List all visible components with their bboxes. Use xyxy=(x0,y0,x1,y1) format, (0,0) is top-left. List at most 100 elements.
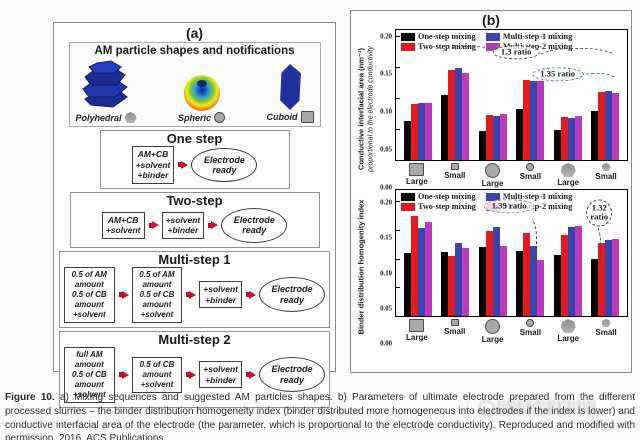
y-tick-label: 0.05 xyxy=(380,305,392,313)
chart-2-plot-col: 0.20 0.15 0.10 0.05 0.00 One-step mixing Two-… xyxy=(378,189,628,348)
y-tick-mark xyxy=(396,129,400,131)
bar-group xyxy=(516,30,545,160)
bar xyxy=(574,226,582,316)
flow-arrow-icon xyxy=(208,221,219,230)
bar xyxy=(537,80,545,160)
y-tick-label: 0.10 xyxy=(380,270,392,278)
bar-group xyxy=(516,190,545,316)
y-tick-mark xyxy=(396,287,400,289)
chart-1-yticks: 0.20 0.15 0.10 0.05 0.00 xyxy=(378,29,394,191)
x-tick-label: Small xyxy=(519,172,542,181)
flow-arrow-icon xyxy=(148,221,159,230)
flow-one-step: One step AM+CB +solvent +binder Electrode rea… xyxy=(99,130,290,189)
x-category: Small xyxy=(439,319,471,344)
bar xyxy=(492,226,500,316)
bar xyxy=(553,129,561,160)
legend-item: Multi-step-1 mixing xyxy=(485,32,573,41)
x-tick-label: Large xyxy=(557,178,580,187)
bar xyxy=(499,113,507,160)
legend-label: Multi-step-1 mixing xyxy=(502,192,573,201)
chart-2-bars xyxy=(396,190,627,316)
panel-a: (a) AM particle shapes and notifications xyxy=(53,22,336,408)
legend-swatch xyxy=(485,42,500,51)
x-tick-label: Large xyxy=(406,177,428,186)
flow-multi-step-1: Multi-step 1 0.5 of AM amount 0.5 of CB am… xyxy=(59,250,330,328)
chart-1-bars xyxy=(396,30,627,160)
legend-label: Multi-step-2 mixing xyxy=(502,42,573,51)
bar xyxy=(492,116,500,160)
square-marker-icon xyxy=(300,111,314,123)
y-tick-mark xyxy=(396,160,400,161)
flow-row: AM+CB +solvent +binder Electrode ready xyxy=(105,146,285,184)
legend-label: Multi-step-1 mixing xyxy=(502,32,573,41)
y-tick-mark xyxy=(396,36,400,38)
bar xyxy=(560,117,568,160)
flow-arrow-icon xyxy=(118,290,129,299)
bar-group xyxy=(553,30,582,160)
x-category: Large xyxy=(401,163,433,188)
bar xyxy=(523,80,531,160)
chart-2-legend: One-step mixing Two-step mixing Multi-step… xyxy=(401,192,572,211)
legend-swatch xyxy=(485,192,500,201)
legend-swatch xyxy=(485,32,500,41)
spheric-label-text: Spheric xyxy=(178,112,212,123)
polyhedral-label-text: Polyhedral xyxy=(75,112,122,123)
bar xyxy=(567,117,575,160)
x-category: Small xyxy=(514,319,546,344)
bar xyxy=(591,111,599,160)
bar xyxy=(462,247,470,316)
flow-step-box: +solvent +binder xyxy=(199,280,242,309)
bar xyxy=(612,238,620,316)
x-tick-label: Small xyxy=(595,172,617,181)
flow-title: Multi-step 1 xyxy=(158,251,231,267)
panel-b: (b) Conductive interfacial area (nm⁻¹) p… xyxy=(350,10,632,373)
bar xyxy=(417,228,425,316)
legend-swatch xyxy=(401,192,415,201)
square-sm-icon xyxy=(450,163,459,170)
y-tick-mark xyxy=(396,98,400,100)
y-tick-label: 0.15 xyxy=(380,234,392,242)
bar xyxy=(591,259,599,316)
legend-label: Two-step mixing xyxy=(418,202,476,211)
legend-label: Two-step mixing xyxy=(418,42,476,51)
chart-1-plot-col: 0.20 0.15 0.10 0.05 0.00 One-step mixing Two-… xyxy=(378,29,628,192)
figure-caption-label: Figure 10. xyxy=(5,392,55,403)
bar xyxy=(448,256,456,316)
panel-a-label: (a) xyxy=(185,25,204,41)
square-lg-icon xyxy=(409,319,425,332)
flow-multi-step-2: Multi-step 2 full AM amount 0.5 of CB amou… xyxy=(59,330,330,408)
legend-item: Multi-step-2 mixing xyxy=(485,42,573,51)
circle-lg-icon xyxy=(485,163,501,178)
y-tick-mark xyxy=(396,201,400,203)
legend-label: Multi-step-2 mixing xyxy=(502,202,573,211)
bar xyxy=(448,69,456,160)
circle-sm-icon xyxy=(526,319,535,327)
flow-arrow-icon xyxy=(245,370,256,379)
electrode-ready-oval: Electrode ready xyxy=(221,207,288,243)
x-category: Large xyxy=(477,163,509,188)
legend-item: Two-step mixing xyxy=(401,42,476,51)
circle-lg-icon xyxy=(485,319,501,334)
legend-item: One-step mixing xyxy=(401,192,476,201)
flow-step-box: full AM amount 0.5 of CB amount +solvent xyxy=(64,346,115,403)
square-lg-icon xyxy=(409,163,425,176)
bar xyxy=(598,243,606,316)
circle-marker-icon xyxy=(214,112,226,123)
chart-1-xaxis: Large Small Large Small Large Small xyxy=(395,161,628,188)
bar xyxy=(424,103,432,160)
bar-group xyxy=(403,30,432,160)
square-sm-icon xyxy=(450,319,459,326)
bar xyxy=(441,95,449,160)
polyhedral-label: Polyhedral xyxy=(76,112,137,123)
y-tick-label: 0.20 xyxy=(380,199,392,207)
am-shapes-row: Polyhedral Spheric Cuboid xyxy=(74,59,316,123)
x-category: Large xyxy=(477,319,509,344)
bar xyxy=(485,230,493,316)
cuboid-label: Cuboid xyxy=(267,111,314,123)
bar xyxy=(605,90,613,160)
chart-1-yaxis-label: Conductive interfacial area (nm⁻¹) propo… xyxy=(354,29,378,188)
flow-row: AM+CB +solvent +solvent +binder Electrode rea… xyxy=(75,207,315,243)
flow-title: Two-step xyxy=(166,192,223,208)
y-tick-label: 0.20 xyxy=(380,33,392,41)
